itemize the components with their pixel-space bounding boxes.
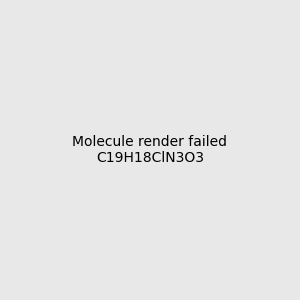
Text: Molecule render failed
C19H18ClN3O3: Molecule render failed C19H18ClN3O3	[73, 135, 227, 165]
